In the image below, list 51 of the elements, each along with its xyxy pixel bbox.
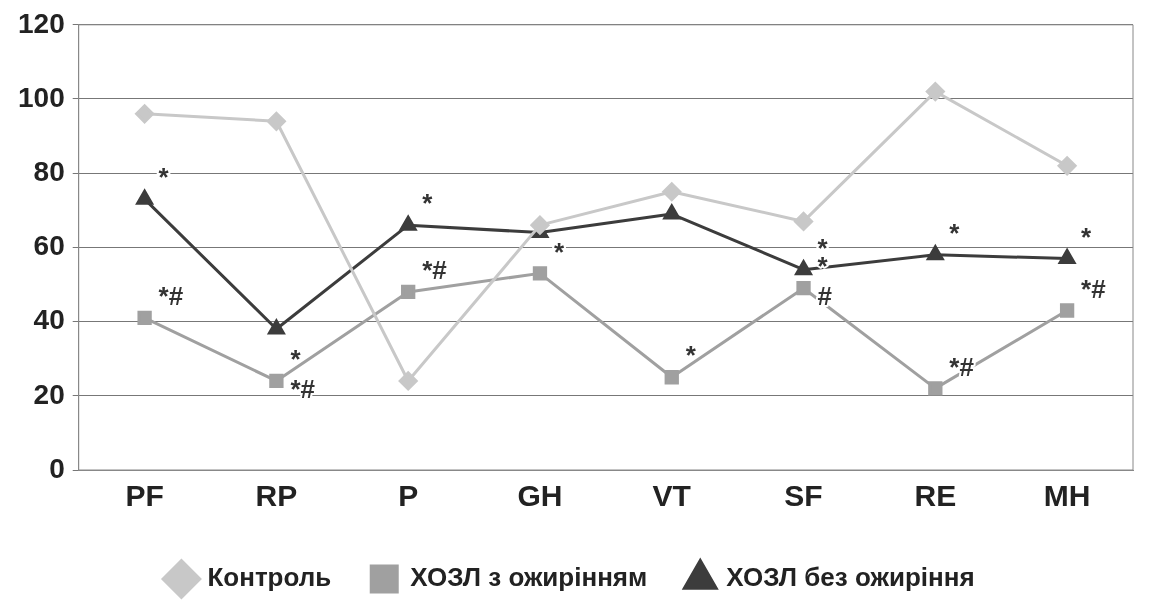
- point: [269, 373, 284, 389]
- y-tick-label: 80: [33, 155, 65, 187]
- y-tick-label: 100: [18, 81, 65, 113]
- point: [266, 111, 286, 131]
- point: [401, 284, 416, 300]
- y-tick-label: 60: [33, 230, 65, 262]
- x-tick-label: SF: [784, 479, 823, 513]
- point: [662, 182, 682, 202]
- point: [926, 245, 944, 261]
- point: [267, 319, 285, 335]
- point: [925, 82, 945, 102]
- annotation: *#: [422, 255, 448, 286]
- legend-label: ХОЗЛ без ожиріння: [726, 562, 975, 593]
- x-tick-label: VT: [652, 479, 691, 513]
- point: [796, 281, 811, 296]
- point: [530, 215, 550, 235]
- annotation: #: [817, 281, 833, 312]
- x-tick-label: GH: [517, 479, 563, 513]
- point: [1058, 249, 1076, 265]
- y-tick-label: 0: [49, 452, 65, 484]
- annotation: *: [949, 217, 961, 248]
- point: [398, 371, 418, 391]
- point: [135, 104, 155, 124]
- annotation: *: [685, 340, 697, 371]
- point: [928, 381, 943, 396]
- point: [795, 260, 812, 276]
- annotation: *#: [949, 351, 975, 382]
- y-tick-label: 20: [33, 378, 65, 410]
- legend-label: ХОЗЛ з ожирінням: [410, 562, 648, 593]
- point: [136, 189, 154, 205]
- point: [399, 215, 417, 231]
- annotation: *: [422, 188, 434, 219]
- y-tick-label: 40: [33, 304, 65, 336]
- point: [1059, 303, 1075, 318]
- x-tick-label: PF: [125, 479, 164, 513]
- point: [664, 370, 679, 385]
- legend-label: Контроль: [207, 562, 332, 593]
- point: [532, 266, 548, 281]
- annotation: *#: [1081, 273, 1107, 304]
- x-tick-label: P: [398, 479, 419, 513]
- annotation: *#: [158, 281, 184, 312]
- point: [137, 310, 152, 326]
- point: [663, 204, 681, 220]
- annotation: *: [1081, 221, 1093, 252]
- point: [794, 211, 814, 231]
- point: [1057, 156, 1077, 176]
- x-tick-label: RE: [914, 479, 957, 513]
- x-tick-label: RP: [255, 479, 298, 513]
- y-tick-label: 120: [18, 7, 65, 39]
- annotation: *: [290, 344, 302, 375]
- x-tick-label: MH: [1043, 479, 1091, 513]
